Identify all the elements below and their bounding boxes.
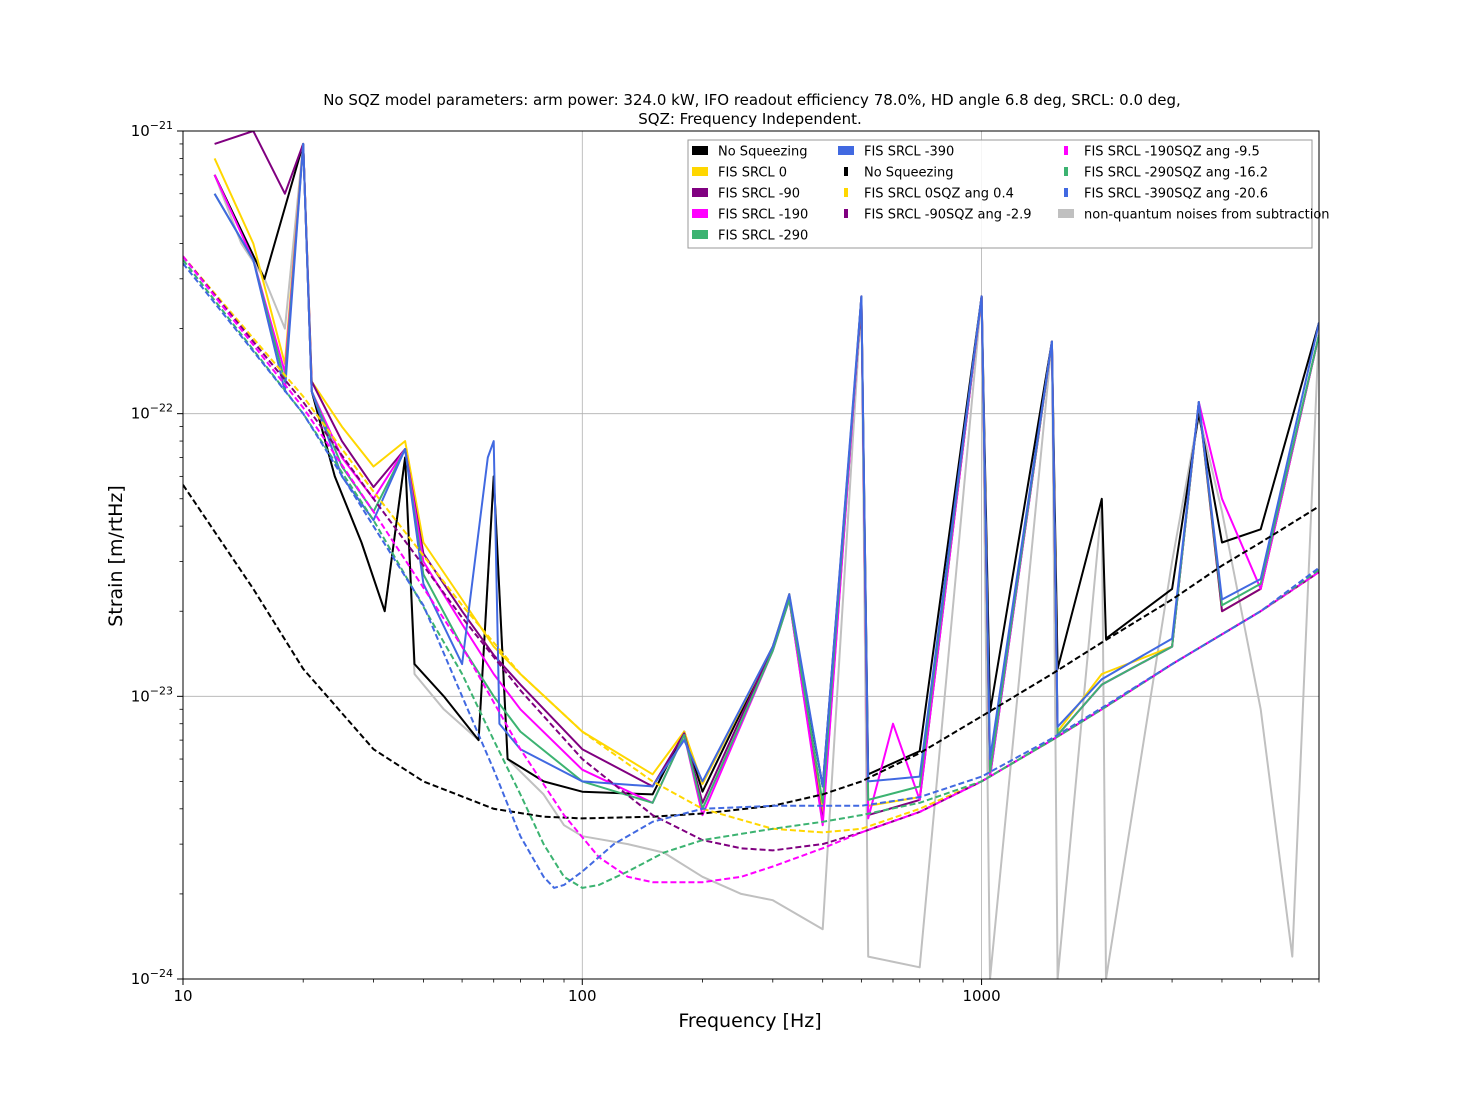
model-series-line (183, 262, 1319, 890)
legend-label: No Squeezing (864, 166, 953, 181)
legend-swatch (844, 167, 848, 176)
y-tick-exponent: −22 (150, 402, 173, 415)
legend-label: FIS SRCL -90SQZ ang -2.9 (864, 208, 1032, 223)
legend-swatch (1064, 167, 1068, 176)
legend-swatch (692, 230, 708, 239)
legend-label: FIS SRCL -290SQZ ang -16.2 (1084, 166, 1268, 181)
legend-swatch (692, 167, 708, 176)
legend-swatch (838, 146, 854, 155)
x-tick-label: 1000 (962, 987, 1000, 1005)
legend-frame (687, 139, 1313, 249)
model-series-line (183, 259, 1319, 889)
legend-label: FIS SRCL 0 (718, 166, 787, 181)
model-series-line (183, 255, 1319, 884)
y-tick-base: 10 (131, 970, 150, 988)
y-tick-exponent: −23 (150, 684, 173, 697)
legend-swatch (1064, 188, 1068, 197)
legend-swatch (692, 146, 708, 155)
measured-series-line (213, 142, 1319, 788)
x-tick-label: 10 (173, 987, 192, 1005)
legend-label: FIS SRCL -90 (718, 187, 800, 202)
legend-label: FIS SRCL -190SQZ ang -9.5 (1084, 145, 1260, 160)
y-tick-label: 10−23 (131, 684, 173, 705)
chart-title-line-1: No SQZ model parameters: arm power: 324.… (323, 91, 1181, 109)
legend-swatch (1058, 209, 1074, 218)
legend-label: non-quantum noises from subtraction (1084, 208, 1330, 223)
y-tick-base: 10 (131, 122, 150, 140)
y-tick-label: 10−22 (131, 402, 173, 423)
legend-swatch (692, 188, 708, 197)
y-tick-base: 10 (131, 687, 150, 705)
y-tick-base: 10 (131, 405, 150, 423)
legend: No Squeezing FIS SRCL 0 FIS SRCL -90 FIS SR… (687, 139, 1330, 249)
legend-swatch (844, 209, 848, 218)
y-tick-label: 10−21 (131, 119, 173, 140)
plot-frame (182, 130, 1320, 980)
legend-label: FIS SRCL -190 (718, 208, 808, 223)
y-tick-exponent: −24 (150, 967, 173, 980)
x-axis-label: Frequency [Hz] (678, 1010, 821, 1032)
legend-label: FIS SRCL 0SQZ ang 0.4 (864, 187, 1014, 202)
series-layer (183, 131, 1319, 979)
legend-swatch (692, 209, 708, 218)
legend-label: No Squeezing (718, 145, 807, 160)
legend-swatch (844, 188, 848, 197)
measured-series-line (213, 142, 1319, 796)
y-axis-label: Strain [m/rtHz] (105, 485, 127, 627)
legend-label: FIS SRCL -290 (718, 229, 808, 244)
legend-label: FIS SRCL -390SQZ ang -20.6 (1084, 187, 1268, 202)
chart-title-line-2: SQZ: Frequency Independent. (638, 110, 862, 128)
x-tick-label: 100 (568, 987, 597, 1005)
y-tick-label: 10−24 (131, 967, 173, 988)
legend-label: FIS SRCL -390 (864, 145, 954, 160)
y-tick-exponent: −21 (150, 119, 173, 132)
legend-swatch (1064, 146, 1068, 155)
